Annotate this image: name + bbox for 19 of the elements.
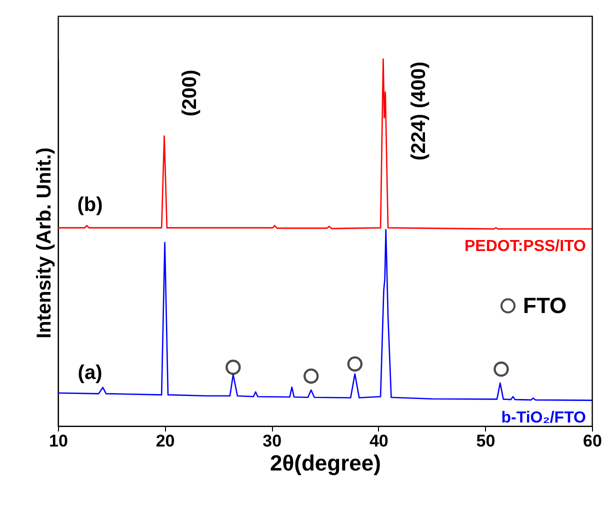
series-label: b-TiO₂/FTO: [501, 409, 586, 426]
annotation: (a): [78, 362, 102, 384]
series-label: PEDOT:PSS/ITO: [464, 238, 586, 255]
x-tick-label: 30: [262, 432, 282, 450]
x-tick-label: 60: [583, 432, 602, 450]
legend-label: FTO: [523, 292, 567, 318]
point: [303, 368, 319, 384]
point: [226, 360, 241, 375]
x-tick-label: 10: [49, 432, 68, 450]
annotation: (200): [179, 70, 201, 116]
x-axis-title: 2θ(degree): [270, 450, 381, 476]
point: [494, 362, 509, 377]
annotation: (224) (400): [408, 62, 430, 160]
x-tick-label: 40: [369, 432, 388, 450]
x-tick-label: 50: [476, 432, 496, 450]
annotation: (b): [77, 194, 103, 216]
y-axis-title: Intensity (Arb. Unit.): [34, 147, 56, 339]
point: [347, 356, 363, 372]
x-tick-label: 20: [156, 432, 175, 450]
